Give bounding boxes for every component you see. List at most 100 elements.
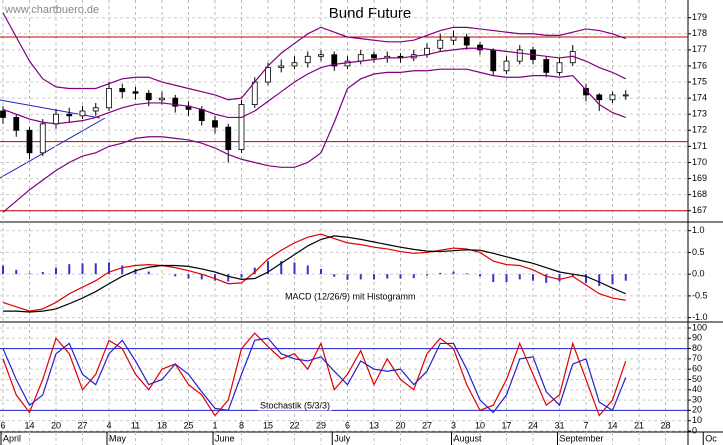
x-tick-label: 14 (607, 420, 617, 430)
y-tick-label: 0.5 (692, 247, 705, 257)
histogram-bar (15, 269, 18, 275)
x-tick-label: 8 (239, 420, 244, 430)
y-tick-label: 90 (692, 333, 702, 343)
histogram-bar (558, 274, 561, 282)
histogram-bar (412, 274, 415, 279)
x-tick-label: 28 (660, 420, 670, 430)
x-tick-label: 11 (131, 420, 140, 430)
histogram-bar (545, 274, 548, 283)
x-tick-label: 3 (451, 420, 456, 430)
candle-body (490, 49, 497, 72)
candle-body (159, 97, 165, 101)
histogram-bar (505, 274, 508, 282)
candle-body (225, 126, 232, 151)
candle-body (198, 108, 205, 122)
y-tick-label: 174 (692, 93, 707, 103)
y-tick-label: -1.0 (692, 312, 708, 322)
histogram-bar (227, 274, 230, 282)
month-label: August (454, 433, 483, 443)
x-tick-label: 21 (634, 420, 644, 430)
histogram-bar (333, 274, 336, 277)
month-label: July (334, 433, 351, 443)
y-tick-label: 177 (692, 44, 707, 54)
candle-body (331, 54, 338, 67)
y-tick-label: 168 (692, 189, 707, 199)
histogram-bar (439, 272, 442, 275)
histogram-bar (174, 274, 177, 277)
x-tick-label: 20 (51, 420, 61, 430)
panel-label: Stochastik (5/3/3) (260, 400, 330, 410)
x-tick-label: 14 (24, 420, 34, 430)
histogram-bar (465, 273, 468, 275)
histogram-bar (492, 274, 495, 282)
x-tick-label: 4 (106, 420, 111, 430)
candle-body (53, 113, 59, 125)
candle-body (26, 129, 33, 154)
panel-label: MACD (12/26/9) mit Histogramm (285, 291, 416, 301)
histogram-bar (320, 268, 322, 275)
x-tick-label: 6 (345, 420, 350, 430)
line-series (2, 332, 627, 417)
candle-body (0, 110, 6, 118)
histogram-bar (373, 274, 375, 280)
histogram-bar (134, 268, 137, 275)
y-tick-label: -0.5 (692, 290, 708, 300)
y-tick-label: 179 (692, 12, 707, 22)
candle-body (596, 94, 603, 101)
y-tick-label: 60 (692, 364, 702, 374)
y-tick-label: 30 (692, 394, 702, 404)
x-tick-label: 31 (554, 420, 564, 430)
candle-body (477, 44, 483, 51)
histogram-bar (426, 274, 428, 276)
y-tick-label: 50 (692, 374, 702, 384)
histogram-bar (532, 274, 534, 281)
histogram-bar (571, 274, 574, 277)
candle-body (503, 60, 510, 72)
x-tick-label: 15 (263, 420, 273, 430)
label-background (283, 291, 418, 302)
candle-body (463, 36, 470, 46)
x-tick-label: 13 (369, 420, 379, 430)
candle-body (39, 123, 46, 154)
y-tick-label: 169 (692, 173, 707, 183)
y-tick-label: 173 (692, 109, 707, 119)
y-tick-label: 100 (692, 322, 707, 332)
histogram-bar (346, 274, 349, 280)
histogram-bar (214, 274, 216, 281)
x-tick-label: 24 (528, 420, 538, 430)
x-tick-label: 25 (183, 420, 193, 430)
x-tick-label: 22 (289, 420, 299, 430)
candle-body (437, 39, 444, 49)
histogram-bar (624, 274, 627, 281)
histogram-bar (81, 263, 84, 275)
histogram-bar (55, 267, 57, 275)
candle-body (106, 88, 112, 109)
candle-body (556, 62, 563, 73)
y-tick-label: 80 (692, 343, 702, 353)
x-tick-label: 18 (157, 420, 167, 430)
month-label: April (3, 433, 21, 443)
histogram-bar (94, 263, 97, 275)
candle-body (304, 55, 311, 64)
y-tick-label: 171 (692, 141, 707, 151)
histogram-bar (240, 274, 243, 278)
label-background (257, 400, 333, 411)
histogram-bar (479, 274, 481, 277)
histogram-bar (28, 273, 31, 275)
histogram-bar (108, 262, 110, 275)
y-tick-label: 20 (692, 405, 702, 415)
candle-body (622, 94, 629, 97)
candle-body (583, 88, 589, 96)
histogram-bar (187, 274, 190, 279)
histogram-bar (2, 265, 4, 275)
y-tick-label: 178 (692, 28, 707, 38)
candle-body (66, 113, 73, 117)
candle-body (145, 92, 152, 101)
candle-body (543, 59, 550, 73)
histogram-bar (611, 274, 614, 285)
y-tick-label: 0.0 (692, 269, 705, 279)
x-tick-label: 29 (316, 420, 326, 430)
x-tick-label: 17 (501, 420, 511, 430)
y-tick-label: 167 (692, 205, 707, 215)
